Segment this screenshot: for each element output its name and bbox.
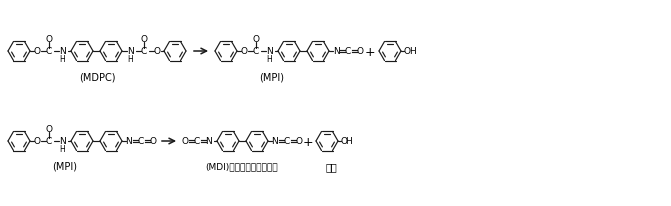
Text: N: N [127, 47, 134, 56]
Text: (MPI): (MPI) [52, 161, 77, 171]
Text: C: C [141, 47, 147, 56]
Text: O: O [34, 137, 40, 146]
Text: 苯酔: 苯酔 [325, 161, 337, 171]
Text: O: O [403, 47, 411, 56]
Text: (MDPC): (MDPC) [79, 72, 115, 82]
Text: H: H [266, 54, 272, 63]
Text: +: + [364, 45, 375, 58]
Text: O: O [295, 137, 303, 146]
Text: N: N [59, 47, 66, 56]
Text: C: C [284, 137, 290, 146]
Text: H: H [127, 54, 134, 63]
Text: C: C [253, 47, 259, 56]
Text: H: H [346, 137, 352, 146]
Text: O: O [140, 34, 148, 43]
Text: O: O [46, 124, 52, 133]
Text: O: O [356, 47, 364, 56]
Text: O: O [252, 34, 260, 43]
Text: N: N [333, 47, 340, 56]
Text: N: N [59, 137, 66, 146]
Text: H: H [409, 47, 415, 56]
Text: N: N [125, 137, 132, 146]
Text: O: O [154, 47, 160, 56]
Text: O: O [34, 47, 40, 56]
Text: (MPI): (MPI) [260, 72, 285, 82]
Text: +: + [303, 135, 313, 148]
Text: N: N [205, 137, 213, 146]
Text: C: C [46, 137, 52, 146]
Text: O: O [340, 137, 348, 146]
Text: O: O [46, 34, 52, 43]
Text: C: C [138, 137, 144, 146]
Text: O: O [150, 137, 156, 146]
Text: O: O [240, 47, 248, 56]
Text: H: H [60, 54, 65, 63]
Text: N: N [266, 47, 273, 56]
Text: C: C [194, 137, 200, 146]
Text: C: C [46, 47, 52, 56]
Text: N: N [272, 137, 278, 146]
Text: C: C [345, 47, 351, 56]
Text: O: O [181, 137, 189, 146]
Text: (MDI)二苯甲烷二异氰酸酔: (MDI)二苯甲烷二异氰酸酔 [205, 162, 278, 171]
Text: H: H [60, 144, 65, 153]
